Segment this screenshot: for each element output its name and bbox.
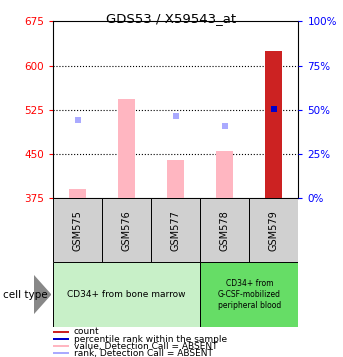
Text: GDS53 / X59543_at: GDS53 / X59543_at: [106, 12, 237, 25]
Bar: [200, 262, 298, 327]
Text: GSM579: GSM579: [269, 210, 279, 251]
Bar: [249, 198, 298, 262]
Text: value, Detection Call = ABSENT: value, Detection Call = ABSENT: [74, 342, 217, 351]
Bar: [53, 338, 69, 340]
Text: GSM577: GSM577: [171, 210, 181, 251]
Bar: [167, 160, 185, 198]
Bar: [151, 198, 200, 262]
Text: GSM575: GSM575: [73, 210, 83, 251]
Bar: [216, 151, 234, 198]
Bar: [265, 51, 283, 198]
Text: CD34+ from bone marrow: CD34+ from bone marrow: [68, 290, 186, 299]
Bar: [69, 189, 86, 198]
Bar: [118, 99, 135, 198]
Bar: [53, 331, 69, 333]
Polygon shape: [34, 275, 51, 315]
Bar: [53, 345, 69, 347]
Text: count: count: [74, 327, 99, 336]
Text: percentile rank within the sample: percentile rank within the sample: [74, 335, 227, 343]
Text: GSM576: GSM576: [122, 210, 132, 251]
Bar: [53, 198, 102, 262]
Text: cell type: cell type: [3, 290, 48, 300]
Text: GSM578: GSM578: [220, 210, 230, 251]
Text: rank, Detection Call = ABSENT: rank, Detection Call = ABSENT: [74, 349, 213, 357]
Text: CD34+ from
G-CSF-mobilized
peripheral blood: CD34+ from G-CSF-mobilized peripheral bl…: [218, 279, 281, 310]
Bar: [53, 352, 69, 354]
Bar: [200, 198, 249, 262]
Bar: [102, 198, 151, 262]
Bar: [53, 262, 200, 327]
